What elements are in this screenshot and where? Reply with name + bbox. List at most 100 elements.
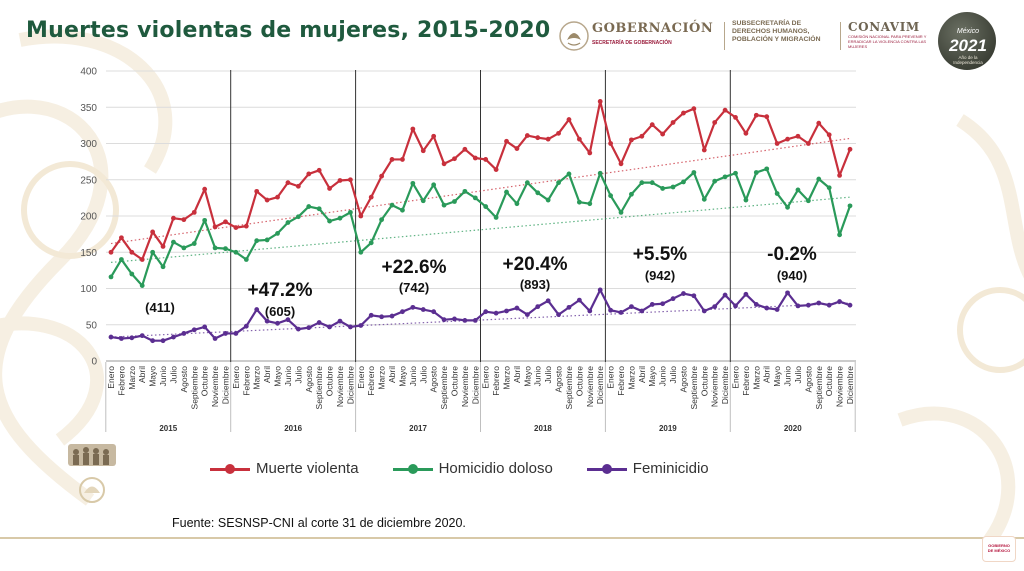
x-tick-label: Julio [543, 366, 553, 384]
data-point [389, 157, 395, 162]
x-tick-label: Enero [356, 366, 366, 389]
data-point [785, 204, 790, 210]
subsecretaria-line: POBLACIÓN Y MIGRACIÓN [732, 36, 821, 43]
x-tick-label: Diciembre [470, 366, 480, 405]
data-point [368, 194, 374, 200]
data-point [795, 133, 801, 139]
data-point [223, 246, 228, 252]
x-tick-label: Septiembre [189, 366, 199, 410]
data-point [233, 249, 239, 255]
annotation-percent: -0.2% [767, 244, 817, 265]
data-point [733, 115, 738, 120]
data-point [753, 112, 759, 118]
data-point [295, 214, 301, 220]
data-point [576, 297, 582, 303]
data-point [223, 219, 228, 225]
data-point [556, 312, 561, 317]
data-point [254, 238, 260, 244]
x-tick-label: Agosto [554, 366, 564, 393]
data-point [462, 318, 468, 323]
data-point [608, 307, 614, 313]
data-point [472, 318, 478, 323]
data-point [597, 170, 603, 176]
x-tick-label: Septiembre [439, 366, 449, 410]
annotation-count: (942) [645, 268, 675, 283]
data-point [275, 320, 280, 326]
data-point [202, 186, 208, 192]
data-point [264, 197, 270, 203]
data-point [316, 320, 322, 325]
x-tick-label: Julio [168, 366, 178, 384]
data-point [743, 291, 749, 297]
data-point [119, 235, 124, 241]
data-point [670, 120, 676, 125]
data-point [119, 336, 124, 341]
data-point [483, 309, 489, 315]
data-point [285, 180, 291, 186]
legend-label: Muerte violenta [256, 460, 359, 477]
x-tick-label: Noviembre [460, 366, 470, 407]
x-tick-label: Agosto [179, 366, 189, 393]
trend-line [110, 302, 851, 338]
data-point [514, 305, 520, 311]
data-point [837, 299, 842, 304]
data-point [181, 217, 187, 223]
data-point [295, 326, 301, 332]
x-tick-label: Febrero [741, 366, 751, 396]
x-tick-label: Noviembre [710, 366, 720, 407]
x-tick-label: Julio [668, 366, 678, 384]
data-point [212, 336, 218, 341]
data-point [452, 316, 457, 322]
x-tick-label: Mayo [273, 366, 283, 387]
annotation-percent: +5.5% [633, 244, 688, 265]
data-point [119, 257, 124, 262]
data-point [285, 220, 291, 225]
data-point [712, 178, 718, 184]
data-point [275, 194, 280, 200]
data-point [441, 202, 447, 208]
x-tick-label: Mayo [148, 366, 158, 387]
data-point [420, 198, 426, 204]
data-point [629, 191, 634, 197]
data-point [306, 204, 312, 209]
x-tick-label: Diciembre [595, 366, 605, 405]
chart-legend: Muerte violenta Homicidio doloso Feminic… [210, 460, 709, 477]
data-point [150, 338, 156, 344]
data-point [483, 204, 489, 209]
data-point [275, 231, 280, 236]
data-point [202, 217, 208, 223]
legend-label: Feminicidio [632, 460, 709, 477]
data-point [181, 245, 187, 251]
data-point [524, 133, 530, 138]
data-point [805, 302, 811, 308]
data-point [400, 309, 405, 315]
y-tick-label: 200 [80, 212, 97, 223]
data-point [837, 173, 842, 178]
x-tick-label: Enero [481, 366, 491, 389]
data-point [212, 245, 218, 251]
data-point [774, 307, 780, 312]
data-point [649, 122, 655, 128]
data-point [171, 215, 176, 221]
x-tick-label: Agosto [429, 366, 439, 393]
x-tick-label: Octubre [449, 366, 459, 397]
data-point [743, 130, 749, 136]
annotation-count: (411) [145, 300, 175, 315]
data-point [670, 184, 676, 190]
data-point [805, 141, 811, 146]
x-tick-label: Diciembre [845, 366, 855, 405]
data-point [160, 264, 166, 270]
x-tick-label: Junio [283, 366, 293, 387]
data-point [254, 307, 260, 312]
badge-circle [938, 12, 996, 70]
footer-divider [0, 537, 1024, 539]
data-point [816, 176, 822, 182]
data-point [712, 304, 718, 310]
data-point [171, 239, 176, 245]
data-point [649, 180, 655, 186]
x-tick-label: Octubre [325, 366, 335, 397]
data-point [379, 314, 385, 320]
data-point [452, 156, 457, 162]
legend-swatch [392, 463, 433, 474]
data-point [441, 161, 447, 167]
